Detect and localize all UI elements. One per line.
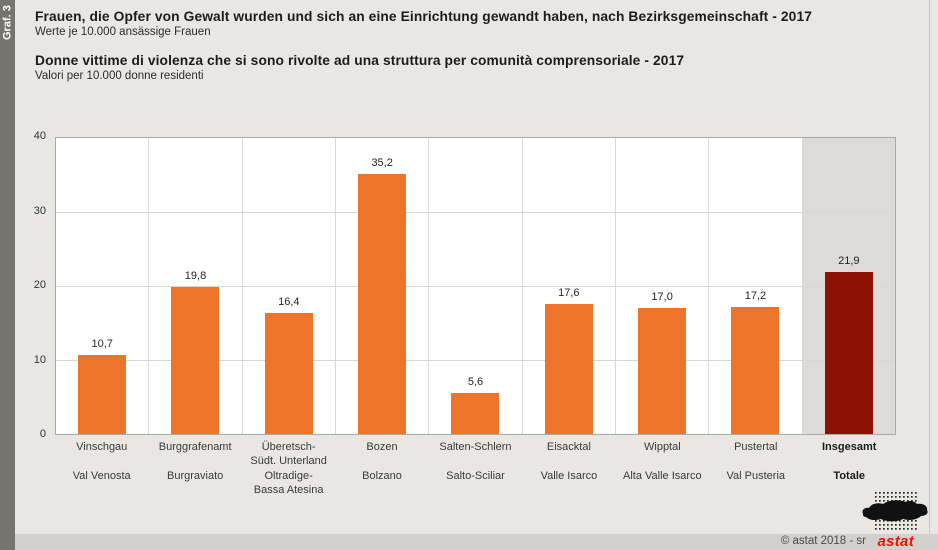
- gridline: [56, 360, 895, 361]
- astat-logo: astat: [877, 533, 914, 550]
- page-right-border: [929, 0, 930, 550]
- x-label-italian: Bolzano: [362, 470, 402, 482]
- bar-bozen: [358, 173, 407, 434]
- x-label-vinschgau: Vinschgau Val Venosta: [55, 441, 148, 497]
- x-label-insgesamt: Insgesamt Totale: [803, 441, 896, 497]
- chart-header: Frauen, die Opfer von Gewalt wurden und …: [35, 9, 925, 82]
- copyright-text: © astat 2018 - sr: [780, 535, 866, 547]
- x-label-german: Vinschgau: [76, 441, 128, 453]
- bar-value-vinschgau: 10,7: [91, 337, 113, 350]
- x-label-italian: Valle Isarco: [540, 470, 598, 482]
- y-tick-40: 40: [33, 130, 46, 142]
- x-label-burggrafenamt: Burggrafenamt Burgraviato: [148, 441, 241, 497]
- bar-wipptal: [638, 308, 687, 434]
- bar-salten-schlern: [451, 392, 500, 434]
- bar-vinschgau: [78, 354, 127, 434]
- plot-area: 10,7 19,8 16,4 35,2 5,6 17,6 17,0 17,2 21,9: [55, 137, 896, 435]
- x-label-eisacktal: Eisacktal Valle Isarco: [522, 441, 615, 497]
- gridline: [56, 286, 895, 287]
- bar-burggrafenamt: [171, 287, 220, 434]
- bar-value-insgesamt: 21,9: [838, 254, 860, 267]
- x-label-german: Eisacktal: [546, 441, 591, 453]
- bar-value-burggrafenamt: 19,8: [184, 270, 207, 283]
- x-label-german: Überetsch- Südt. Unterland: [250, 441, 327, 467]
- subtitle-german: Werte je 10.000 ansässige Frauen: [35, 26, 211, 38]
- subtitle-italian: Valori per 10.000 donne residenti: [35, 70, 204, 82]
- x-axis-labels: Vinschgau Val Venosta Burggrafenamt Burgrav…: [55, 441, 896, 497]
- x-label-salten-schlern: Salten-Schlern Salto-Sciliar: [429, 441, 522, 497]
- x-label-wipptal: Wipptal Alta Valle Isarco: [616, 441, 709, 497]
- bar-value-salten-schlern: 5,6: [467, 375, 484, 388]
- chart-column-eisacktal: 17,6: [523, 138, 616, 434]
- x-label-pustertal: Pustertal Val Pusteria: [709, 441, 802, 497]
- x-label-italian: Alta Valle Isarco: [623, 470, 702, 482]
- gridline: [56, 212, 895, 213]
- x-label-german: Salten-Schlern: [439, 441, 512, 453]
- bar-value-beretsch: 16,4: [278, 295, 300, 308]
- side-strip: Graf. 3: [0, 0, 15, 550]
- y-tick-20: 20: [33, 279, 46, 291]
- south-tyrol-map-icon: [862, 492, 928, 532]
- x-label-german: Pustertal: [734, 441, 778, 453]
- x-label-italian: Burgraviato: [167, 470, 224, 482]
- x-label-italian: Val Pusteria: [726, 470, 786, 482]
- bar-value-pustertal: 17,2: [744, 289, 767, 302]
- chart-column-vinschgau: 10,7: [56, 138, 150, 434]
- title-italian: Donne vittime di violenza che si sono ri…: [35, 53, 685, 68]
- bar-beretsch: [264, 312, 313, 434]
- x-label-bozen: Bozen Bolzano: [335, 441, 428, 497]
- x-label-italian: Totale: [833, 470, 865, 482]
- y-tick-10: 10: [33, 353, 46, 366]
- x-label-italian: Oltradige- Bassa Atesina: [253, 470, 324, 496]
- x-label-german: Bozen: [366, 441, 398, 453]
- bar-pustertal: [731, 306, 780, 434]
- footer-band: © astat 2018 - sr astat: [15, 533, 938, 550]
- bar-insgesamt: [824, 271, 873, 434]
- x-label-beretsch: Überetsch- Südt. Unterland Oltradige- Bas…: [242, 441, 335, 497]
- y-tick-30: 30: [33, 204, 46, 217]
- chart-column-pustertal: 17,2: [709, 138, 803, 434]
- bar-value-wipptal: 17,0: [651, 291, 673, 304]
- title-german: Frauen, die Opfer von Gewalt wurden und …: [35, 9, 812, 24]
- x-label-german: Wipptal: [644, 441, 681, 453]
- bar-value-bozen: 35,2: [371, 156, 393, 169]
- x-label-german: Insgesamt: [822, 441, 877, 453]
- y-tick-0: 0: [39, 428, 46, 440]
- x-label-german: Burggrafenamt: [158, 441, 232, 453]
- x-label-italian: Val Venosta: [72, 470, 131, 482]
- graph-number-label: Graf. 3: [1, 5, 14, 40]
- bar-eisacktal: [544, 303, 593, 434]
- bar-value-eisacktal: 17,6: [558, 286, 580, 299]
- x-label-italian: Salto-Sciliar: [446, 470, 505, 482]
